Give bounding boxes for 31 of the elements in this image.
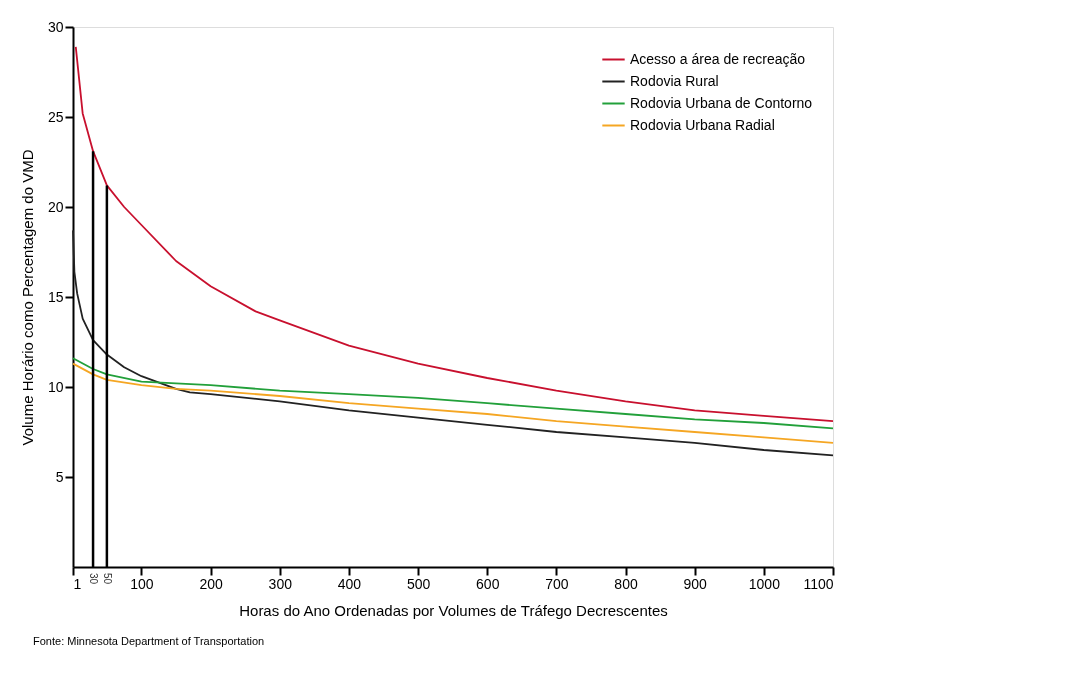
x-tick-label: 1100 (803, 575, 834, 592)
x-tick-label: 1000 (748, 575, 781, 592)
legend-label: Acesso a área de recreação (630, 50, 806, 67)
x-tick-label: 800 (614, 575, 638, 592)
line-series (72, 357, 834, 430)
x-tick-label: 600 (476, 575, 500, 592)
legend-label: Rodovia Urbana Radial (630, 116, 775, 133)
x-tick-label: 900 (683, 575, 708, 592)
line-series (74, 45, 834, 423)
y-tick-label: 10 (47, 378, 64, 395)
legend-label: Rodovia Urbana de Contorno (630, 94, 813, 111)
x-axis-title: Horas do Ano Ordenadas por Volumes de Tráfego Decrescentes (239, 601, 668, 619)
x-tick-label: 700 (545, 575, 569, 592)
y-tick-label: 25 (47, 108, 64, 125)
legend-label: Rodovia Rural (630, 72, 719, 89)
source-note: Fonte: Minnesota Department of Transportation (33, 635, 265, 647)
line-series (72, 362, 834, 444)
y-tick-label: 15 (47, 288, 64, 305)
x-tick-label: 1 (73, 575, 82, 592)
x-tick-label: 100 (130, 575, 154, 592)
annotation: 50 (101, 573, 113, 585)
y-tick-label: 30 (47, 18, 64, 35)
x-tick-label: 500 (406, 575, 431, 592)
x-tick-label: 200 (199, 575, 224, 592)
x-tick-label: 300 (268, 575, 293, 592)
line-series (72, 229, 834, 457)
y-tick-label: 5 (55, 468, 64, 485)
y-axis-title: Volume Horário como Percentagem do VMD (18, 149, 36, 446)
x-tick-label: 400 (337, 575, 362, 592)
annotation: 30 (88, 573, 100, 585)
y-tick-label: 20 (47, 198, 64, 215)
